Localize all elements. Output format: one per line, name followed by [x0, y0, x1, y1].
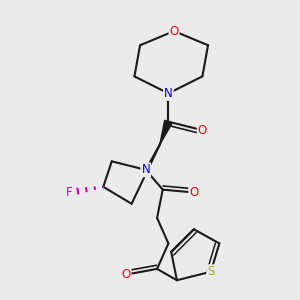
Text: F: F [66, 186, 73, 199]
Text: O: O [198, 124, 207, 137]
Text: N: N [164, 87, 173, 100]
Text: O: O [189, 186, 199, 199]
Text: S: S [207, 265, 214, 278]
Polygon shape [160, 120, 172, 144]
Text: O: O [169, 25, 179, 38]
Text: N: N [141, 163, 150, 176]
Text: O: O [121, 268, 130, 281]
